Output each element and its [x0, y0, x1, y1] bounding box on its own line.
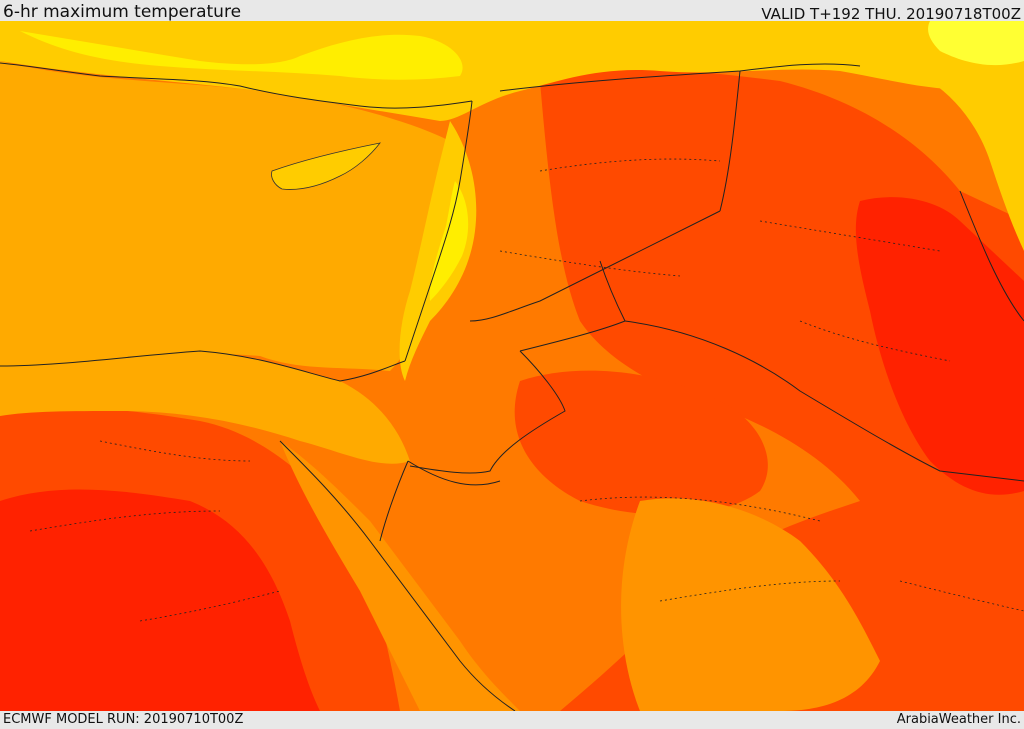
temperature-map	[0, 21, 1024, 711]
credit-label: ArabiaWeather Inc.	[896, 712, 1021, 727]
map-canvas	[0, 21, 1024, 711]
levant-coolest	[429, 181, 469, 301]
zagros-cool	[930, 81, 1024, 251]
turkey-region	[0, 21, 1024, 121]
turkey-coolest	[20, 31, 463, 80]
hot-region-arabia-east	[514, 370, 768, 515]
map-title: 6-hr maximum temperature	[3, 2, 242, 22]
map-footer: ECMWF MODEL RUN: 20190710T00Z ArabiaWeat…	[0, 711, 1024, 729]
warm-region-arabia-south	[621, 498, 880, 711]
mediterranean-sea	[0, 61, 453, 371]
cyprus-island	[271, 142, 381, 190]
map-header: 6-hr maximum temperature VALID T+192 THU…	[0, 0, 1024, 23]
very-hot-region-egypt	[0, 489, 320, 711]
province-borders	[29, 158, 1024, 622]
very-hot-region-iraq	[855, 197, 1024, 495]
red-sea-band	[280, 441, 520, 711]
mild-region-delta	[0, 351, 410, 464]
valid-time: VALID T+192 THU. 20190718T00Z	[761, 5, 1021, 23]
turkey-coolest-east	[928, 21, 1024, 66]
national-borders	[409, 63, 1024, 482]
model-run-label: ECMWF MODEL RUN: 20190710T00Z	[3, 712, 244, 727]
